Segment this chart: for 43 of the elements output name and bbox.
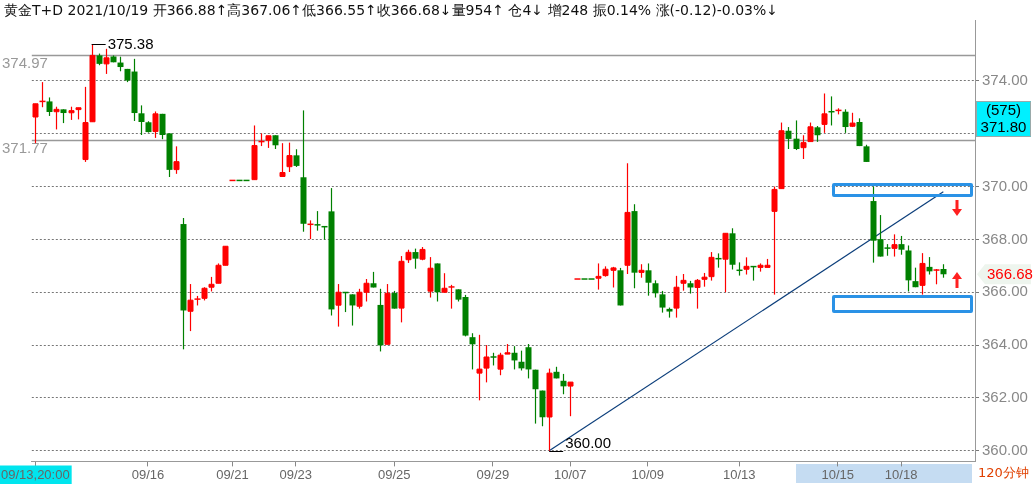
chart-title: 黄金T+D 2021/10/19 开366.88↑高367.06↑低366.55↑收366.68↓量954↑ 仓4↓ 增248 振0.14% 涨(-0.12)-0.03%↓ bbox=[4, 2, 779, 20]
ref-line-label: 371.77 bbox=[2, 139, 48, 157]
annotation: 375.38 bbox=[107, 34, 154, 52]
x-tick-label: 09/25 bbox=[378, 466, 411, 482]
candlestick bbox=[898, 235, 905, 256]
x-tick-label: 10/18 bbox=[884, 466, 918, 482]
y-tick-label: 370.00 bbox=[982, 176, 1028, 194]
candlestick bbox=[785, 126, 792, 150]
x-tick-label: 09/29 bbox=[476, 466, 510, 482]
candlestick bbox=[349, 293, 356, 327]
candlestick bbox=[447, 284, 456, 310]
text: 366.68 bbox=[987, 265, 1033, 283]
x-tick-label: 09/21 bbox=[216, 466, 249, 482]
annotation: 360.00 bbox=[565, 433, 612, 451]
x-tick-label: 10/13 bbox=[722, 466, 756, 482]
y-tick-label: 366.00 bbox=[982, 282, 1028, 300]
candlestick bbox=[138, 104, 145, 136]
x-tick-label: 09/16 bbox=[131, 466, 165, 482]
candlestick bbox=[793, 119, 800, 151]
x-tick-label: 10/15 bbox=[821, 466, 855, 482]
text: (575) bbox=[985, 101, 1022, 119]
candlestick bbox=[645, 262, 652, 297]
x-tick-label: 09/13,20:00 bbox=[0, 466, 70, 482]
y-tick-label: 364.00 bbox=[982, 335, 1028, 353]
ref-line-label: 374.97 bbox=[2, 54, 48, 72]
x-tick-label: 10/09 bbox=[631, 466, 664, 482]
candlestick bbox=[46, 96, 53, 117]
x-tick-label: 10/07 bbox=[554, 466, 587, 482]
text: 371.80 bbox=[980, 118, 1027, 136]
y-tick-label: 374.00 bbox=[982, 70, 1028, 88]
candlestick bbox=[469, 332, 476, 371]
y-tick-label: 362.00 bbox=[982, 388, 1028, 406]
candlestick bbox=[842, 108, 849, 134]
candlestick bbox=[532, 369, 539, 425]
text: 120分钟 bbox=[978, 465, 1029, 481]
x-tick-label: 09/23 bbox=[279, 466, 313, 482]
y-tick-label: 368.00 bbox=[982, 229, 1028, 247]
candlestick bbox=[412, 248, 419, 270]
candlestick bbox=[659, 290, 666, 314]
y-tick-label: 360.00 bbox=[982, 440, 1028, 458]
candlestick bbox=[511, 345, 518, 371]
candlestick bbox=[560, 373, 567, 395]
candlestick bbox=[313, 210, 322, 232]
